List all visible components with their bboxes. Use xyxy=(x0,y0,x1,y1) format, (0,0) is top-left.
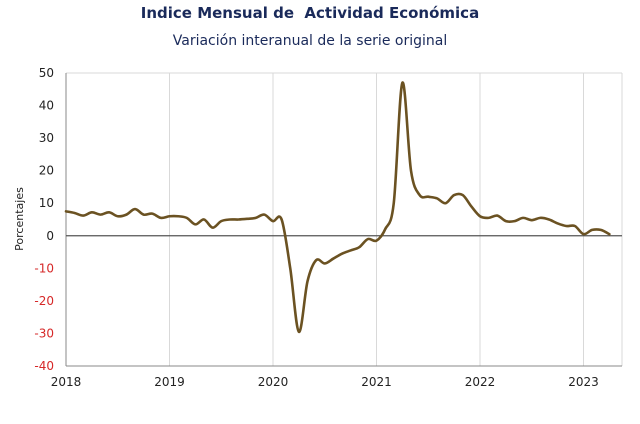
y-tick-label-neg30: -30 xyxy=(34,326,54,340)
y-tick-label-neg40: -40 xyxy=(34,359,54,373)
axis-layer xyxy=(65,73,622,367)
series-line-0 xyxy=(64,81,611,334)
x-tick-label-2022: 2022 xyxy=(465,375,496,389)
y-tick-label-neg10: -10 xyxy=(34,261,54,275)
y-tick-label-20: 20 xyxy=(39,164,54,178)
y-tick-label-0: 0 xyxy=(46,229,54,243)
x-tick-label-2019: 2019 xyxy=(154,375,185,389)
y-tick-label-neg20: -20 xyxy=(34,294,54,308)
y-tick-label-30: 30 xyxy=(39,131,54,145)
chart-title: Indice Mensual de Actividad Económica xyxy=(140,4,480,22)
x-tick-label-2023: 2023 xyxy=(568,375,599,389)
series-layer xyxy=(64,81,611,334)
chart-subtitle: Variación interanual de la serie origina… xyxy=(172,33,448,49)
tick-layer: 50 40 30 20 10 0 -10 -20 -30 -40 2018 2019 2020 2021 2… xyxy=(34,66,598,389)
x-tick-label-2018: 2018 xyxy=(51,375,82,389)
y-tick-label-40: 40 xyxy=(39,99,54,113)
x-tick-label-2021: 2021 xyxy=(361,375,392,389)
x-tick-label-2020: 2020 xyxy=(258,375,289,389)
y-tick-label-10: 10 xyxy=(39,196,54,210)
y-tick-label-50: 50 xyxy=(39,66,54,80)
y-axis-label: Porcentajes xyxy=(13,187,26,251)
